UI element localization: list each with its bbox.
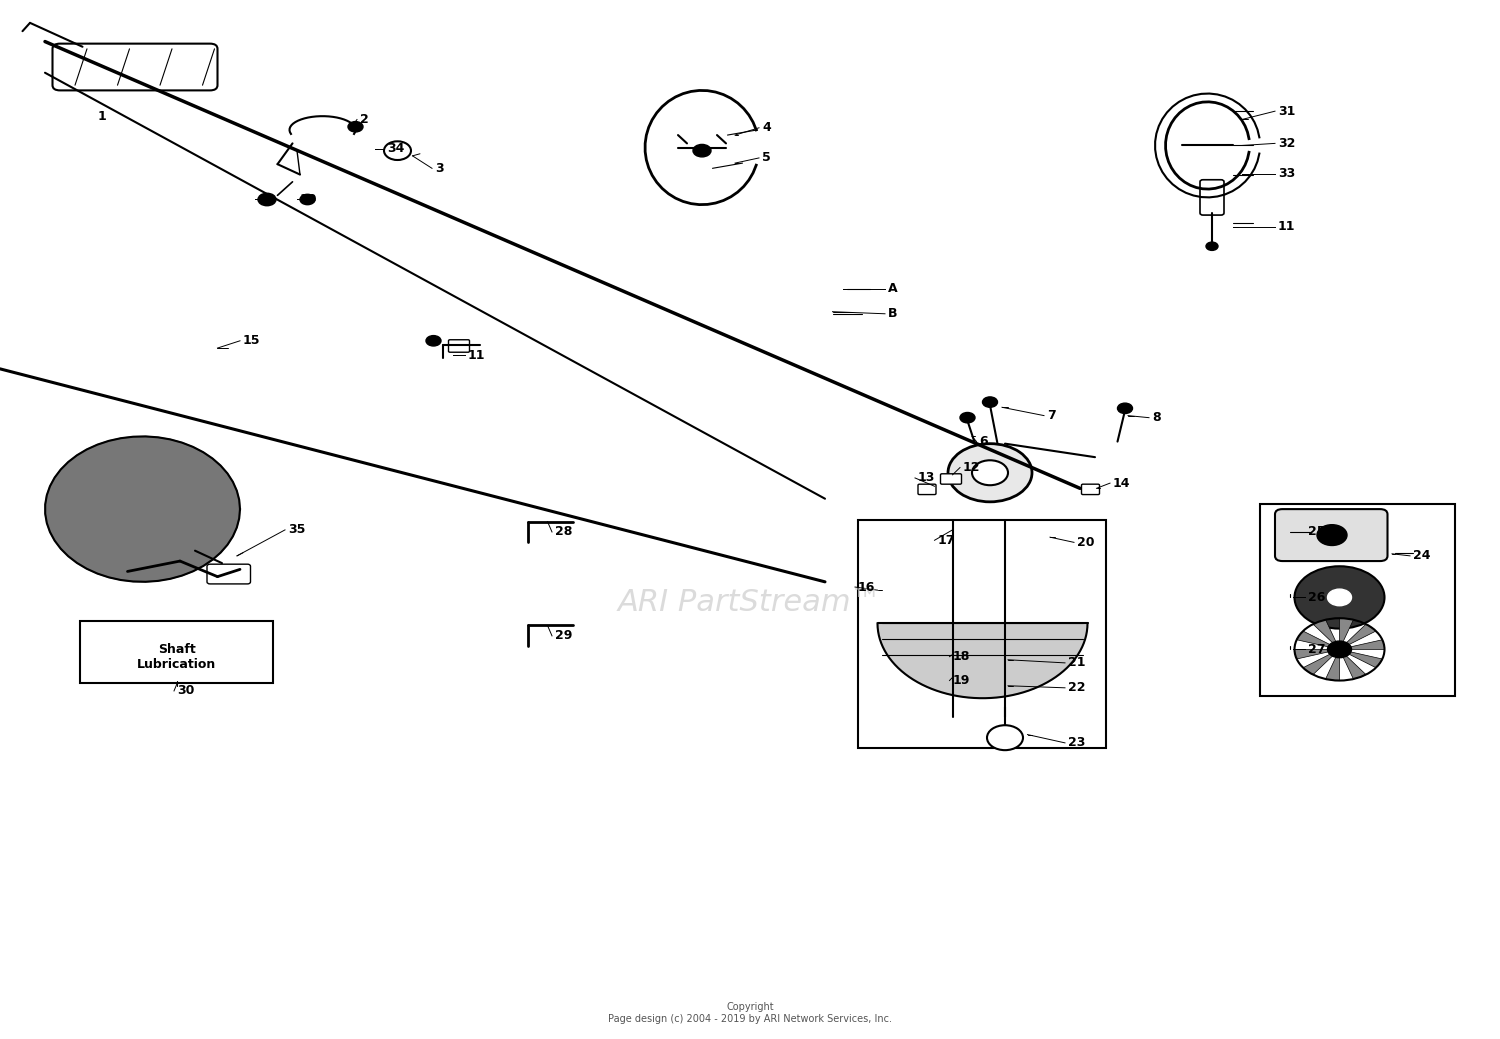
Circle shape [1328,641,1352,658]
Circle shape [960,412,975,423]
Text: 7: 7 [1047,409,1056,422]
Wedge shape [1340,649,1383,668]
Text: 10: 10 [300,193,318,206]
Circle shape [996,654,1014,666]
Circle shape [1328,589,1352,606]
Text: 13: 13 [918,472,936,484]
Text: 2: 2 [360,113,369,126]
Circle shape [426,336,441,346]
Circle shape [945,672,960,683]
Wedge shape [1294,649,1340,659]
Bar [1260,504,1455,696]
Text: 22: 22 [1068,682,1086,694]
Polygon shape [878,623,1088,698]
Text: 26: 26 [1308,591,1326,604]
Circle shape [987,725,1023,750]
Text: 4: 4 [762,122,771,134]
Text: 14: 14 [1113,477,1131,489]
Text: 33: 33 [1278,167,1294,180]
FancyBboxPatch shape [1200,180,1224,215]
Wedge shape [1326,649,1340,681]
Text: 8: 8 [1152,411,1161,424]
Text: 17: 17 [938,534,956,547]
Text: 27: 27 [1308,643,1326,656]
Text: Copyright
Page design (c) 2004 - 2019 by ARI Network Services, Inc.: Copyright Page design (c) 2004 - 2019 by… [608,1003,892,1023]
Text: 18: 18 [952,650,970,663]
Text: ARI PartStream™: ARI PartStream™ [618,588,882,617]
Circle shape [948,444,1032,502]
FancyBboxPatch shape [448,340,470,352]
Circle shape [258,193,276,206]
Text: 1: 1 [98,110,106,123]
Text: 19: 19 [952,674,970,687]
Text: 28: 28 [555,526,573,538]
Circle shape [1294,566,1384,629]
Circle shape [982,397,998,407]
Circle shape [693,144,711,157]
Text: B: B [888,308,897,320]
Text: A: A [888,283,897,295]
Circle shape [972,460,1008,485]
Wedge shape [1340,640,1384,649]
Wedge shape [1304,649,1340,674]
Wedge shape [1340,649,1366,680]
FancyBboxPatch shape [940,474,962,484]
Wedge shape [1340,624,1376,649]
Text: 12: 12 [963,461,981,474]
Circle shape [348,122,363,132]
Circle shape [996,680,1014,692]
FancyBboxPatch shape [53,44,217,90]
Text: 23: 23 [1068,737,1086,749]
Text: 24: 24 [1413,550,1431,562]
Circle shape [1118,403,1132,414]
Text: 25: 25 [1308,526,1326,538]
FancyBboxPatch shape [918,484,936,495]
Circle shape [384,141,411,160]
Text: 6: 6 [980,435,988,448]
Bar [858,520,1106,748]
Circle shape [300,194,315,205]
Text: 15: 15 [243,335,261,347]
Text: 16: 16 [858,581,876,593]
Text: 5: 5 [762,152,771,164]
Text: 9: 9 [258,193,267,206]
Text: 20: 20 [1077,536,1095,549]
Wedge shape [1296,631,1340,649]
FancyBboxPatch shape [80,621,273,683]
Text: 32: 32 [1278,137,1296,150]
Text: Shaft: Shaft [158,643,196,656]
Circle shape [1317,525,1347,545]
FancyBboxPatch shape [1082,484,1100,495]
Text: 34: 34 [387,142,405,155]
Wedge shape [1340,618,1353,649]
FancyBboxPatch shape [207,564,251,584]
Wedge shape [1312,619,1340,649]
Text: 30: 30 [177,685,195,697]
Text: 3: 3 [435,162,444,175]
Text: 11: 11 [1278,220,1296,233]
Text: 31: 31 [1278,105,1296,117]
Circle shape [945,649,960,660]
Text: 11: 11 [468,349,486,362]
Polygon shape [45,436,240,582]
Text: 29: 29 [555,630,573,642]
Text: 35: 35 [288,524,306,536]
Text: 21: 21 [1068,657,1086,669]
FancyBboxPatch shape [1275,509,1388,561]
Text: Lubrication: Lubrication [138,659,216,671]
Circle shape [1206,242,1218,250]
